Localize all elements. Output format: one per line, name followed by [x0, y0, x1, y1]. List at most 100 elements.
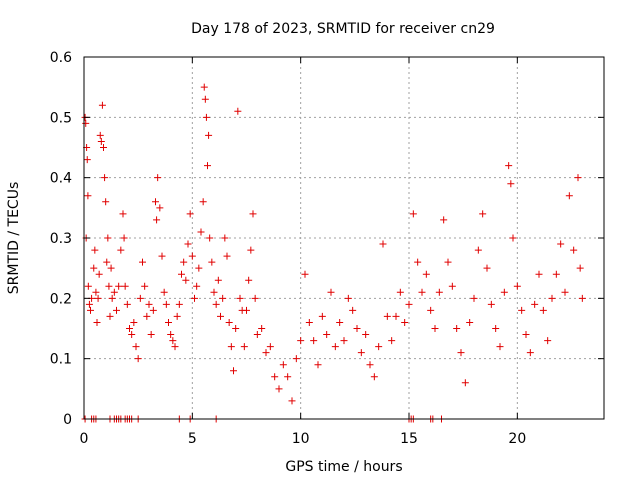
data-point: [90, 264, 98, 272]
data-point: [574, 174, 582, 182]
data-point: [202, 113, 210, 121]
data-point: [219, 294, 227, 302]
data-point: [561, 288, 569, 296]
data-point: [184, 240, 192, 248]
data-point: [509, 234, 517, 242]
data-point: [162, 300, 170, 308]
data-point: [96, 131, 104, 139]
data-point: [175, 300, 183, 308]
data-point: [186, 210, 194, 218]
data-point: [284, 373, 292, 381]
data-point: [275, 385, 283, 393]
y-tick-label: 0.2: [50, 291, 72, 307]
data-point: [535, 270, 543, 278]
data-point: [539, 306, 547, 314]
data-points: [81, 83, 586, 423]
y-tick-label: 0.1: [50, 352, 72, 368]
data-point: [108, 294, 116, 302]
data-point: [123, 300, 131, 308]
data-point: [362, 331, 370, 339]
x-tick-label: 10: [292, 431, 310, 447]
data-point: [262, 349, 270, 357]
data-point: [92, 288, 100, 296]
data-point: [305, 318, 313, 326]
data-point: [132, 343, 140, 351]
y-tick-label: 0: [63, 412, 72, 428]
data-point: [518, 306, 526, 314]
data-point: [217, 312, 224, 320]
data-point: [448, 282, 456, 290]
data-point: [158, 252, 166, 260]
data-point: [379, 240, 387, 248]
data-point: [466, 318, 474, 326]
data-point: [258, 325, 266, 332]
data-point: [199, 198, 207, 206]
data-point: [128, 331, 136, 339]
data-point: [139, 258, 146, 266]
data-point: [85, 300, 93, 308]
data-point: [487, 300, 495, 308]
data-point: [105, 282, 113, 290]
data-point: [388, 337, 396, 345]
data-point: [95, 270, 103, 278]
data-point: [544, 337, 552, 345]
data-point: [208, 258, 216, 266]
data-point: [234, 107, 242, 115]
data-point: [212, 300, 220, 308]
data-point: [101, 174, 109, 182]
data-point: [193, 282, 201, 290]
data-point: [336, 318, 344, 326]
data-point: [392, 312, 400, 320]
data-point: [83, 156, 91, 164]
data-point: [279, 361, 287, 369]
data-point: [440, 216, 448, 224]
data-point: [496, 343, 504, 351]
data-point: [130, 318, 138, 326]
data-point: [178, 270, 185, 278]
data-point: [492, 325, 500, 332]
data-point: [117, 246, 125, 254]
data-point: [375, 343, 383, 351]
data-point: [251, 294, 259, 302]
data-point: [444, 258, 452, 266]
data-point: [418, 288, 426, 296]
data-point: [87, 306, 94, 314]
data-point: [266, 343, 274, 351]
data-point: [557, 240, 565, 248]
data-point: [310, 337, 318, 345]
data-point: [383, 312, 391, 320]
data-point: [182, 276, 190, 284]
data-point: [197, 228, 205, 236]
data-point: [247, 246, 255, 254]
data-point: [180, 258, 188, 266]
data-point: [301, 270, 309, 278]
data-point: [113, 306, 120, 314]
data-point: [97, 137, 105, 145]
data-point: [507, 180, 515, 188]
data-point: [136, 294, 144, 302]
data-point: [147, 331, 155, 339]
data-point: [570, 246, 578, 254]
data-point: [370, 373, 378, 381]
data-point: [82, 119, 90, 127]
data-point: [243, 306, 250, 314]
data-point: [327, 288, 335, 296]
data-point: [297, 337, 305, 345]
data-point: [318, 312, 326, 320]
data-point: [366, 361, 374, 369]
data-point: [106, 312, 114, 320]
data-point: [552, 270, 560, 278]
data-point: [457, 349, 465, 357]
data-point: [414, 258, 422, 266]
data-point: [171, 343, 179, 351]
data-point: [409, 210, 417, 218]
x-tick-label: 20: [508, 431, 526, 447]
data-point: [93, 318, 101, 326]
data-point: [156, 204, 164, 212]
data-point: [84, 282, 92, 290]
data-point: [236, 294, 244, 302]
y-tick-label: 0.3: [50, 231, 72, 247]
data-point: [565, 192, 573, 200]
data-point: [84, 192, 92, 200]
